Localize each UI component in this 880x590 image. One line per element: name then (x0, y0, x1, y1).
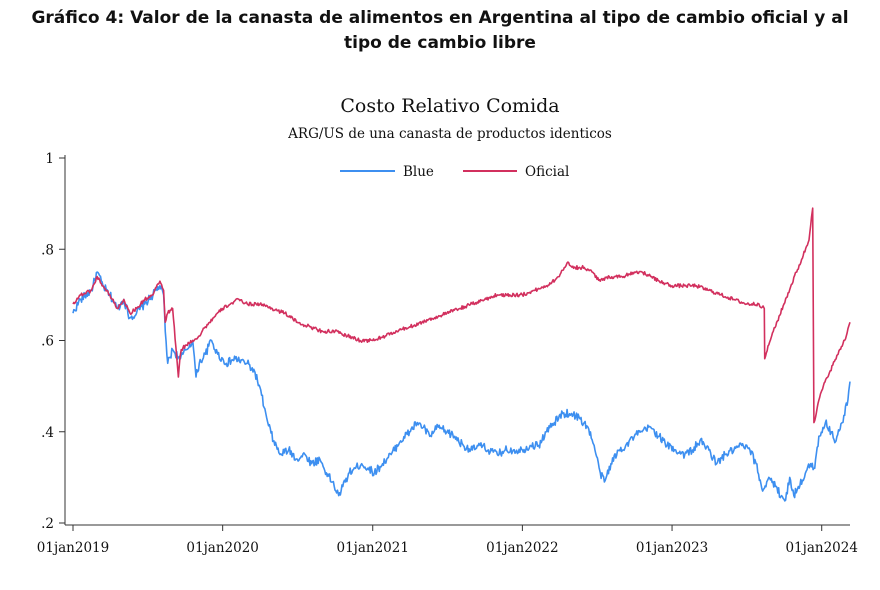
y-axis-ticks: .2 .4 .6 .8 1 (41, 151, 65, 532)
y-tick-label: .6 (41, 334, 54, 350)
legend: Blue Oficial (340, 164, 569, 180)
x-tick-label: 01jan2024 (785, 540, 857, 556)
legend-label-blue: Blue (403, 164, 434, 180)
x-tick-label: 01jan2020 (186, 540, 258, 556)
x-axis-ticks: 01jan2019 01jan2020 01jan2021 01jan2022 01ja… (37, 525, 858, 556)
y-tick-label: .2 (41, 516, 54, 532)
figure-heading: Gráfico 4: Valor de la canasta de alimen… (0, 6, 880, 56)
x-tick-label: 01jan2021 (336, 540, 408, 556)
legend-label-oficial: Oficial (525, 164, 569, 180)
y-tick-label: 1 (45, 151, 54, 167)
x-tick-label: 01jan2019 (37, 540, 109, 556)
series-line-oficial (72, 207, 851, 424)
y-tick-label: .4 (41, 425, 54, 441)
chart-title: Costo Relativo Comida (340, 95, 559, 117)
figure-heading-line-2: tipo de cambio libre (344, 33, 536, 53)
series-layer (72, 207, 851, 502)
chart-subtitle: ARG/US de una canasta de productos ident… (287, 126, 612, 142)
series-line-blue (72, 271, 851, 502)
x-tick-label: 01jan2022 (486, 540, 558, 556)
figure-heading-line-1: Gráfico 4: Valor de la canasta de alimen… (31, 8, 849, 28)
y-tick-label: .8 (41, 242, 54, 258)
x-tick-label: 01jan2023 (636, 540, 708, 556)
